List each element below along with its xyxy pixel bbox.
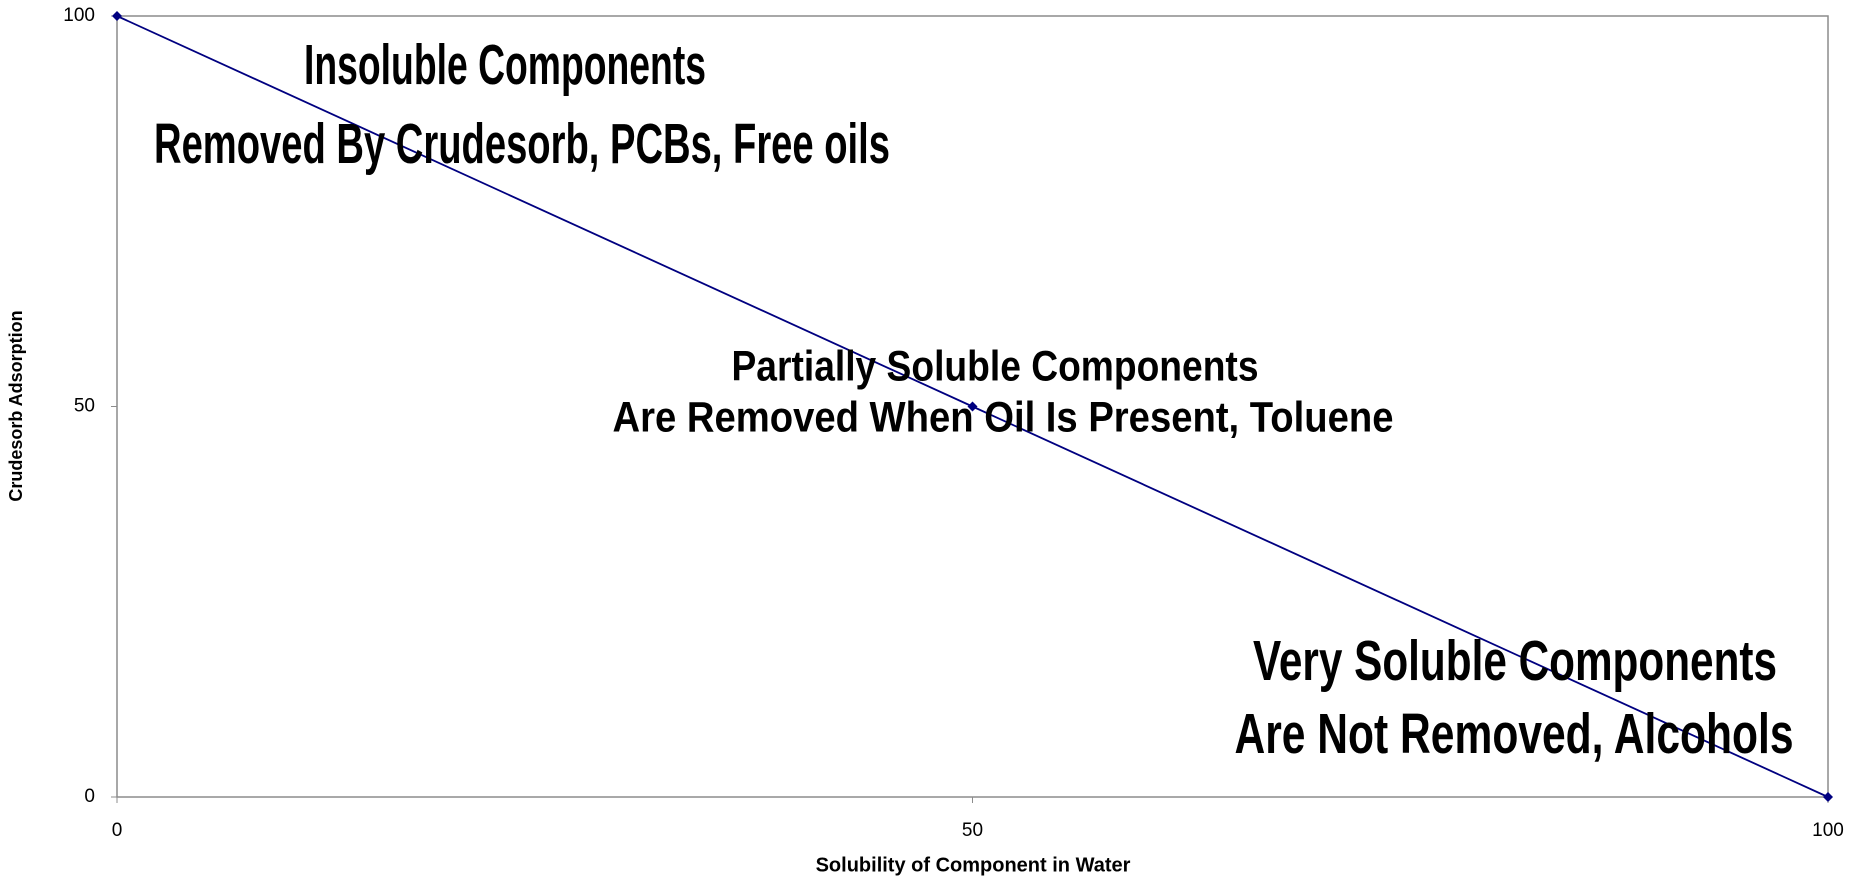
- annotation: Partially Soluble Components: [732, 342, 1259, 390]
- x-tick-label: 50: [962, 820, 983, 841]
- point: [1823, 792, 1833, 802]
- annotation: Are Removed When Oil Is Present, Toluene: [613, 393, 1394, 441]
- point: [967, 401, 978, 412]
- annotation: Are Not Removed, Alcohols: [1235, 702, 1794, 766]
- y-tick-label: 0: [84, 786, 95, 807]
- y-tick-label: 50: [74, 396, 95, 417]
- annotation: Insoluble Components: [304, 33, 706, 97]
- x-axis-label: Solubility of Component in Water: [816, 854, 1131, 876]
- point: [112, 11, 122, 21]
- annotation: Very Soluble Components: [1253, 629, 1777, 693]
- x-tick-label: 0: [112, 820, 123, 841]
- x-tick-label: 100: [1812, 820, 1844, 841]
- annotation: Removed By Crudesorb, PCBs, Free oils: [154, 112, 890, 176]
- y-tick-label: 100: [63, 5, 95, 26]
- y-axis-label: Crudesorb Adsorption: [6, 310, 26, 501]
